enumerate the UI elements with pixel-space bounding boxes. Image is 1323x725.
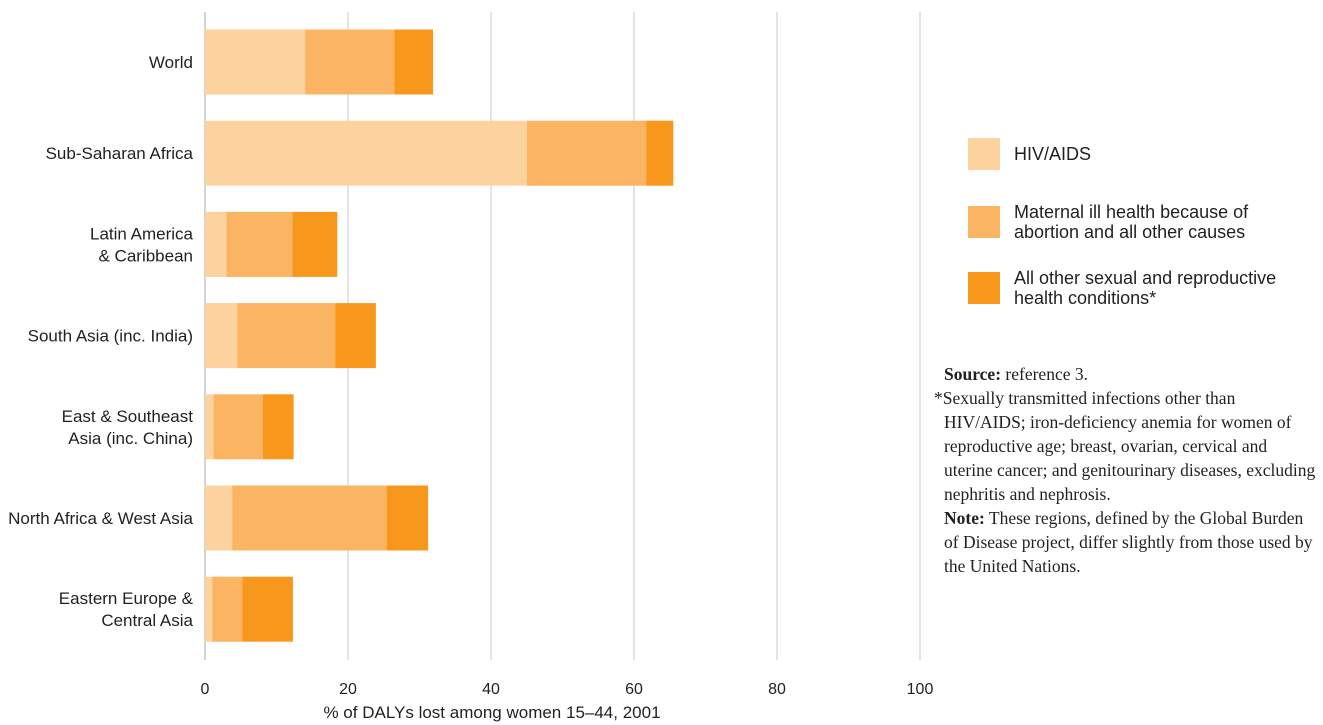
- bar-south-asia-inc-india-series-3: [335, 303, 376, 369]
- x-axis-label: % of DALYs lost among women 15–44, 2001: [323, 703, 660, 722]
- x-tick-100: 100: [907, 681, 934, 698]
- source-label: Source:: [944, 364, 1002, 384]
- x-axis-ticks: 0 20 40 60 80 100: [201, 681, 934, 698]
- footnote: *Sexually transmitted infections other t…: [934, 388, 1316, 504]
- x-tick-20: 20: [339, 681, 357, 698]
- bar-latin-america-caribbean-series-1: [205, 211, 227, 277]
- source-text: reference 3.: [1005, 364, 1088, 384]
- legend-label-maternal: Maternal ill health because of abortion …: [1014, 202, 1249, 242]
- legend-item-other-conditions: All other sexual and reproductive health…: [968, 268, 1276, 308]
- note-label: Note:: [944, 508, 985, 528]
- bar-eastern-europe-central-asia-series-3: [242, 576, 293, 642]
- legend-item-hiv-aids: HIV/AIDS: [968, 138, 1091, 170]
- bar-world-series-1: [205, 29, 306, 95]
- bar-south-asia-inc-india-series-1: [205, 303, 238, 369]
- legend-label-other-conditions: All other sexual and reproductive health…: [1014, 268, 1277, 308]
- bar-north-africa-west-asia-series-2: [232, 485, 387, 551]
- category-label-north-africa-west-asia: North Africa & West Asia: [8, 509, 193, 528]
- bar-latin-america-caribbean-series-2: [226, 211, 293, 277]
- legend-swatch-other-conditions: [968, 272, 1000, 304]
- bars: [205, 29, 674, 642]
- source-line: Source: reference 3.: [930, 362, 1320, 386]
- bar-latin-america-caribbean-series-3: [292, 211, 338, 277]
- legend-label-hiv-aids: HIV/AIDS: [1014, 144, 1092, 164]
- x-tick-60: 60: [625, 681, 643, 698]
- legend-swatch-maternal: [968, 206, 1000, 238]
- legend-item-maternal: Maternal ill health because of abortion …: [968, 202, 1248, 242]
- bar-north-africa-west-asia-series-3: [386, 485, 429, 551]
- category-label-latin-america-caribbean: Latin America & Caribbean: [90, 224, 194, 265]
- bar-east-southeast-asia-inc-china-series-3: [262, 394, 294, 460]
- bar-sub-saharan-africa-series-3: [646, 120, 674, 186]
- bar-east-southeast-asia-inc-china-series-2: [213, 394, 263, 460]
- bar-eastern-europe-central-asia-series-1: [205, 576, 213, 642]
- notes-block: Source: reference 3. *Sexually transmitt…: [930, 362, 1320, 578]
- bar-world-series-2: [305, 29, 395, 95]
- category-label-east-southeast-asia-inc-china: East & Southeast Asia (inc. China): [62, 407, 194, 448]
- bar-world-series-3: [394, 29, 434, 95]
- x-tick-40: 40: [482, 681, 500, 698]
- note-line: Note: These regions, defined by the Glob…: [930, 506, 1320, 578]
- legend-swatch-hiv-aids: [968, 138, 1000, 170]
- bar-sub-saharan-africa-series-1: [205, 120, 527, 186]
- bar-sub-saharan-africa-series-2: [526, 120, 647, 186]
- bar-east-southeast-asia-inc-china-series-1: [205, 394, 214, 460]
- x-tick-0: 0: [201, 681, 210, 698]
- category-label-world: World: [149, 53, 193, 72]
- bar-north-africa-west-asia-series-1: [205, 485, 233, 551]
- category-label-sub-saharan-africa: Sub-Saharan Africa: [46, 144, 194, 163]
- bar-south-asia-inc-india-series-2: [237, 303, 336, 369]
- x-tick-80: 80: [768, 681, 786, 698]
- category-labels: World Sub-Saharan Africa Latin America & Ca…: [8, 53, 194, 630]
- note-text: These regions, defined by the Global Bur…: [944, 508, 1313, 576]
- bar-eastern-europe-central-asia-series-2: [212, 576, 243, 642]
- category-label-south-asia-inc-india: South Asia (inc. India): [28, 327, 193, 346]
- category-label-eastern-europe-central-asia: Eastern Europe & Central Asia: [59, 589, 194, 630]
